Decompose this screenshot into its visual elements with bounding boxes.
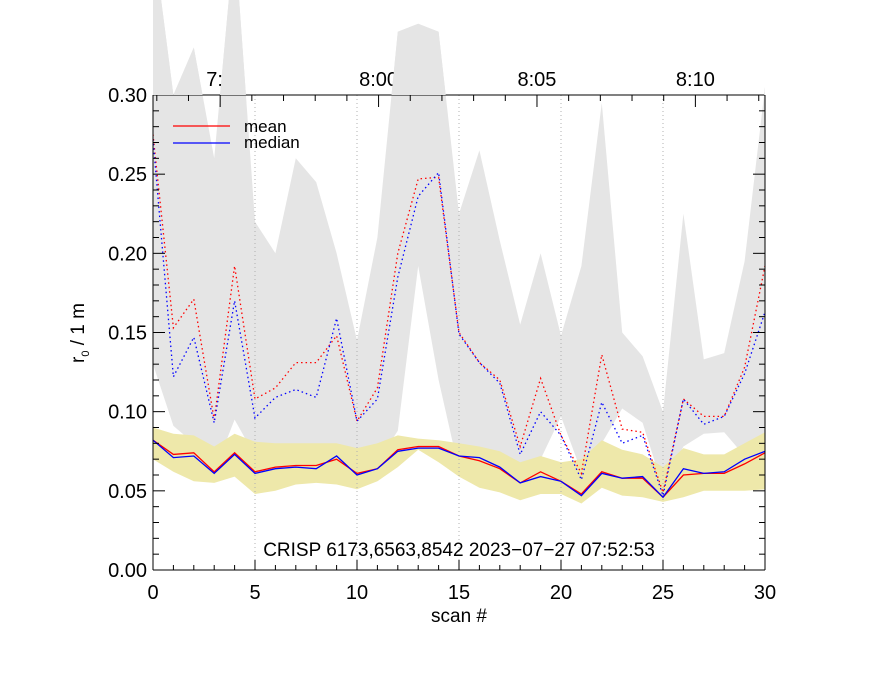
axes-layer: 0 5 10 15 20 25 30 0.00 0.05 0.10 0.15 0.20 0.25 0.30… xyxy=(108,69,776,604)
yellow-spread-band xyxy=(153,427,765,504)
labels-layer: scan # r0 / 1 m CRISP 6173,6563,8542 202… xyxy=(68,303,655,627)
x-tick-label-0: 0 xyxy=(147,582,158,604)
y-tick-label-5: 0.25 xyxy=(108,164,147,186)
x-tick-label-10: 10 xyxy=(346,582,368,604)
plot-annotation: CRISP 6173,6563,8542 2023−07−27 07:52:53 xyxy=(263,540,655,561)
y-axis-label: r0 / 1 m xyxy=(68,303,92,363)
y-tick-label-0: 0.00 xyxy=(108,560,147,582)
y-tick-label-3: 0.15 xyxy=(108,323,147,345)
y-axis-label-sub: 0 xyxy=(80,351,92,357)
median-upper-line xyxy=(153,139,765,499)
top-tick-label-2: 8:05 xyxy=(518,69,557,91)
median-lower-line xyxy=(153,439,765,499)
y-axis-label-main: r xyxy=(68,356,89,363)
legend-label-mean: mean xyxy=(244,117,287,136)
top-tick-label-1: 8:00 xyxy=(359,69,398,91)
x-axis-label: scan # xyxy=(431,606,487,627)
x-tick-label-25: 25 xyxy=(652,582,674,604)
x-tick-label-20: 20 xyxy=(550,582,572,604)
y-tick-label-6: 0.30 xyxy=(108,85,147,107)
y-tick-label-2: 0.10 xyxy=(108,402,147,424)
y-tick-label-1: 0.05 xyxy=(108,481,147,503)
y-tick-label-4: 0.20 xyxy=(108,243,147,265)
legend: mean median xyxy=(173,117,300,152)
y-axis-label-rest: / 1 m xyxy=(68,303,89,351)
x-tick-label-30: 30 xyxy=(754,582,776,604)
x-tick-label-15: 15 xyxy=(448,582,470,604)
series-layer xyxy=(153,134,765,499)
svg-text:r0 / 1 m: r0 / 1 m xyxy=(68,303,92,363)
top-tick-label-3: 8:10 xyxy=(676,69,715,91)
x-tick-label-5: 5 xyxy=(249,582,260,604)
legend-label-median: median xyxy=(244,133,300,152)
